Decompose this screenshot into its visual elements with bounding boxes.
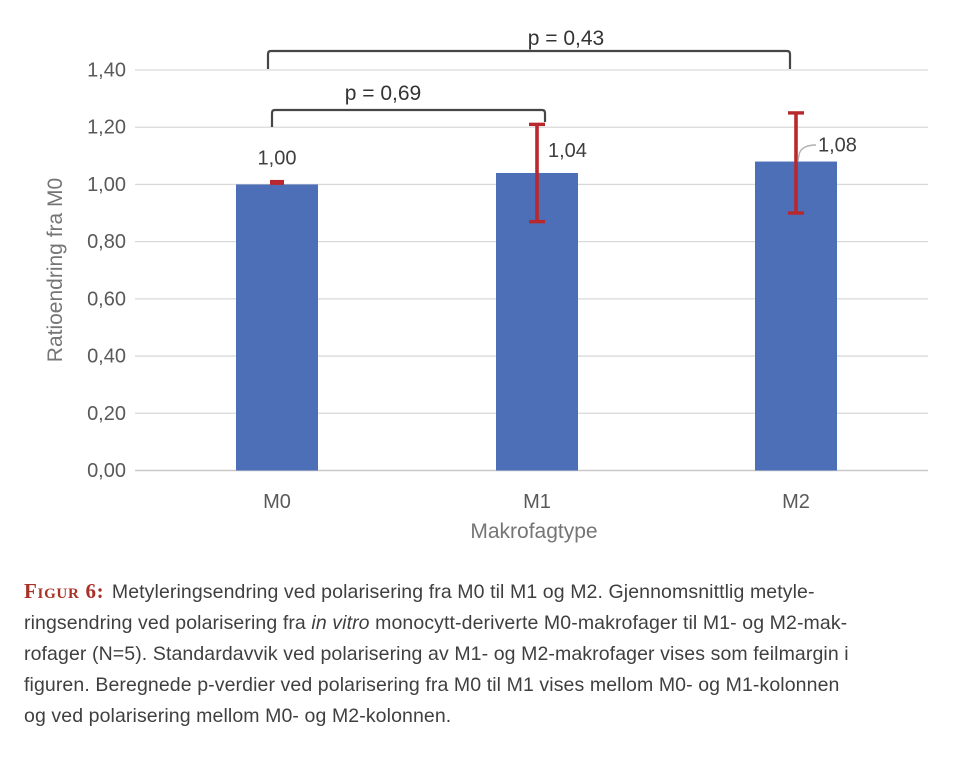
x-tick-label-M1: M1 (523, 491, 551, 513)
y-tick-label: 0,60 (87, 288, 126, 310)
figure-label: Figur 6: (24, 579, 105, 603)
caption-line: ringsendring ved polarisering fra in vit… (24, 608, 940, 639)
figure-caption: Figur 6: Metyleringsendring ved polarise… (24, 576, 940, 732)
caption-line: rofager (N=5). Standardavvik ved polaris… (24, 639, 940, 670)
x-axis-title: Makrofagtype (470, 520, 597, 543)
y-tick-label: 0,20 (87, 403, 126, 425)
x-tick-label-M0: M0 (263, 491, 291, 513)
data-label-M0: 1,00 (258, 147, 297, 169)
caption-line: Figur 6: Metyleringsendring ved polarise… (24, 576, 940, 608)
y-tick-label: 0,00 (87, 460, 126, 482)
caption-text: in vitro (311, 612, 370, 634)
caption-text: ringsendring ved polarisering fra (24, 612, 312, 634)
caption-text: figuren. Beregnede p-verdier ved polaris… (24, 674, 840, 696)
y-tick-label: 1,40 (87, 60, 126, 82)
caption-text: rofager (N=5). Standardavvik ved polaris… (24, 643, 849, 665)
bar-M0 (236, 184, 318, 471)
x-tick-label-M2: M2 (782, 491, 810, 513)
caption-line: figuren. Beregnede p-verdier ved polaris… (24, 670, 940, 701)
bar-chart: 0,00 0,20 0,40 0,60 0,80 1,00 1,20 1,40 1,00 1,04… (44, 27, 928, 543)
y-tick-label: 0,80 (87, 231, 126, 253)
y-tick-label: 0,40 (87, 346, 126, 368)
p-value-label-M0-M2: p = 0,43 (528, 27, 604, 50)
y-tick-label: 1,00 (87, 174, 126, 196)
caption-line: og ved polarisering mellom M0- og M2-kol… (24, 701, 940, 732)
chart-plot-area: 0,00 0,20 0,40 0,60 0,80 1,00 1,20 1,40 1,00 1,04… (87, 27, 928, 513)
data-label-M2: 1,08 (818, 135, 857, 157)
data-label-leader-line (797, 144, 817, 162)
significance-bracket-M0-M1 (270, 108, 547, 127)
caption-text: og ved polarisering mellom M0- og M2-kol… (24, 705, 452, 727)
caption-text: monocytt-deriverte M0-makrofager til M1-… (369, 612, 848, 634)
data-label-M1: 1,04 (548, 140, 587, 162)
y-tick-label: 1,20 (87, 117, 126, 139)
p-value-label-M0-M1: p = 0,69 (345, 82, 421, 105)
significance-bracket-M0-M2 (266, 49, 792, 69)
y-axis-title: Ratioendring fra M0 (44, 178, 67, 362)
caption-text: Metyleringsendring ved polarisering fra … (106, 581, 815, 603)
